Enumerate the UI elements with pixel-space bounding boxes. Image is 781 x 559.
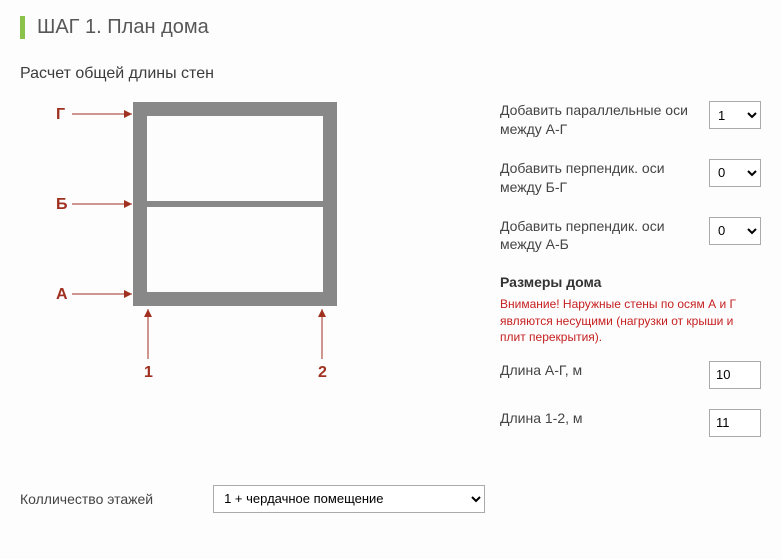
main-row: Г Б А 1 2 Добавить параллельные оси межд… [20, 101, 761, 457]
step-header: ШАГ 1. План дома [20, 16, 761, 39]
axis-label-a: А [56, 286, 68, 303]
floors-label: Колличество этажей [20, 491, 153, 507]
step-title: ШАГ 1. План дома [37, 16, 761, 39]
form-area: Добавить параллельные оси между А-Г 1 До… [500, 101, 761, 457]
row-len-12: Длина 1-2, м [500, 409, 761, 437]
house-plan: Г Б А 1 2 [20, 101, 450, 381]
select-perp-ab[interactable]: 0 [709, 217, 761, 245]
axis-label-g: Г [56, 106, 65, 123]
axis-label-2: 2 [318, 364, 327, 381]
label-perp-bg: Добавить перпендик. оси между Б-Г [500, 159, 697, 197]
axis-label-1: 1 [144, 364, 153, 381]
row-parallel-ag: Добавить параллельные оси между А-Г 1 [500, 101, 761, 139]
warning-text: Внимание! Наружные стены по осям А и Г я… [500, 296, 761, 345]
arrow-head-g [124, 110, 132, 118]
floors-select[interactable]: 1 + чердачное помещение [213, 485, 485, 513]
label-parallel-ag: Добавить параллельные оси между А-Г [500, 101, 697, 139]
input-len-12[interactable] [709, 409, 761, 437]
select-perp-bg[interactable]: 0 [709, 159, 761, 187]
label-len-ag: Длина А-Г, м [500, 361, 697, 380]
row-perp-ab: Добавить перпендик. оси между А-Б 0 [500, 217, 761, 255]
axis-label-b: Б [56, 196, 68, 213]
floors-row: Колличество этажей 1 + чердачное помещен… [20, 485, 761, 513]
arrow-head-a [124, 290, 132, 298]
arrow-head-b [124, 200, 132, 208]
label-len-12: Длина 1-2, м [500, 409, 697, 428]
arrow-head-1 [144, 309, 152, 317]
row-perp-bg: Добавить перпендик. оси между Б-Г 0 [500, 159, 761, 197]
select-parallel-ag[interactable]: 1 [709, 101, 761, 129]
inner-wall [147, 201, 323, 207]
dimensions-title: Размеры дома [500, 274, 761, 290]
input-len-ag[interactable] [709, 361, 761, 389]
subheading: Расчет общей длины стен [20, 65, 761, 83]
plan-svg: Г Б А 1 2 [20, 101, 450, 381]
row-len-ag: Длина А-Г, м [500, 361, 761, 389]
arrow-head-2 [318, 309, 326, 317]
label-perp-ab: Добавить перпендик. оси между А-Б [500, 217, 697, 255]
